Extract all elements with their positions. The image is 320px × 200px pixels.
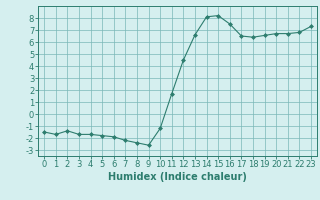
X-axis label: Humidex (Indice chaleur): Humidex (Indice chaleur) — [108, 172, 247, 182]
